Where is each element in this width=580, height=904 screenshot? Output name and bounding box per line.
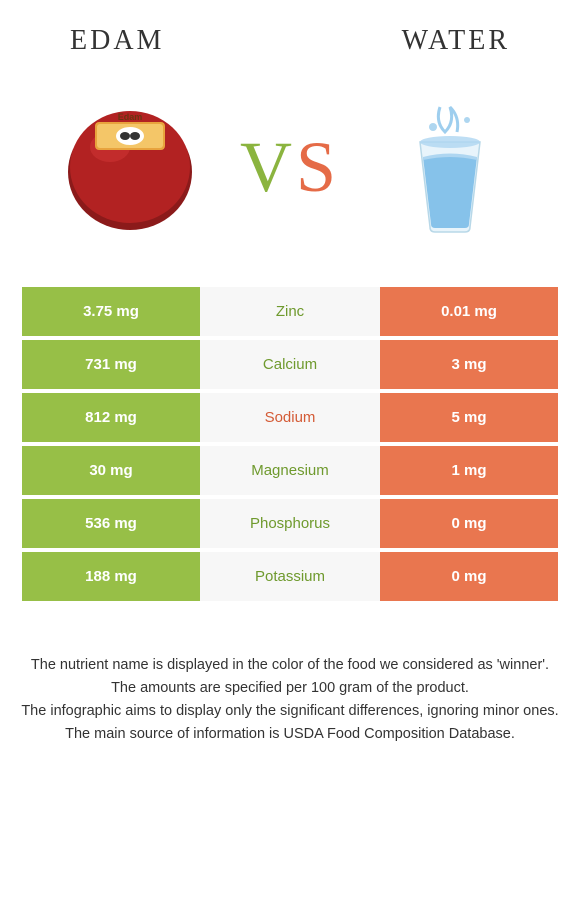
nutrient-table: 3.75 mgZinc0.01 mg731 mgCalcium3 mg812 m… bbox=[0, 287, 580, 601]
nutrient-name: Sodium bbox=[200, 393, 380, 442]
table-row: 188 mgPotassium0 mg bbox=[22, 552, 558, 601]
table-row: 536 mgPhosphorus0 mg bbox=[22, 499, 558, 548]
nutrient-name: Potassium bbox=[200, 552, 380, 601]
right-value: 3 mg bbox=[380, 340, 558, 389]
table-row: 812 mgSodium5 mg bbox=[22, 393, 558, 442]
table-row: 30 mgMagnesium1 mg bbox=[22, 446, 558, 495]
right-image bbox=[370, 87, 530, 247]
nutrient-name: Zinc bbox=[200, 287, 380, 336]
left-value: 188 mg bbox=[22, 552, 200, 601]
svg-text:Edam: Edam bbox=[118, 112, 143, 122]
table-row: 731 mgCalcium3 mg bbox=[22, 340, 558, 389]
footnote-line: The amounts are specified per 100 gram o… bbox=[20, 678, 560, 699]
vs-s-letter: S bbox=[296, 127, 340, 207]
right-title: WATER bbox=[402, 25, 510, 57]
footnote-line: The nutrient name is displayed in the co… bbox=[20, 655, 560, 676]
right-value: 5 mg bbox=[380, 393, 558, 442]
footnote-line: The infographic aims to display only the… bbox=[20, 701, 560, 722]
vs-v-letter: V bbox=[240, 127, 296, 207]
edam-cheese-icon: Edam bbox=[55, 92, 205, 242]
nutrient-name: Calcium bbox=[200, 340, 380, 389]
right-value: 0 mg bbox=[380, 499, 558, 548]
left-image: Edam bbox=[50, 87, 210, 247]
nutrient-name: Phosphorus bbox=[200, 499, 380, 548]
footnote-line: The main source of information is USDA F… bbox=[20, 724, 560, 745]
header-row: EDAM WATER bbox=[0, 0, 580, 67]
table-row: 3.75 mgZinc0.01 mg bbox=[22, 287, 558, 336]
vs-label: VS bbox=[240, 126, 340, 209]
right-value: 1 mg bbox=[380, 446, 558, 495]
images-row: Edam VS bbox=[0, 67, 580, 287]
left-value: 30 mg bbox=[22, 446, 200, 495]
right-value: 0 mg bbox=[380, 552, 558, 601]
footnotes: The nutrient name is displayed in the co… bbox=[0, 605, 580, 745]
left-title: EDAM bbox=[70, 25, 164, 57]
left-value: 812 mg bbox=[22, 393, 200, 442]
nutrient-name: Magnesium bbox=[200, 446, 380, 495]
left-value: 731 mg bbox=[22, 340, 200, 389]
left-value: 3.75 mg bbox=[22, 287, 200, 336]
left-value: 536 mg bbox=[22, 499, 200, 548]
right-value: 0.01 mg bbox=[380, 287, 558, 336]
